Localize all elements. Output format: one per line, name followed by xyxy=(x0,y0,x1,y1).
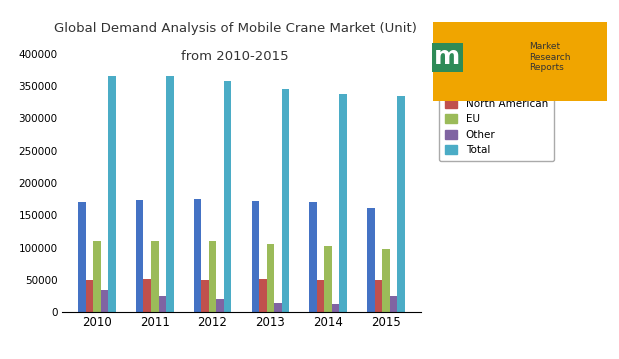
Bar xyxy=(367,208,374,312)
Bar xyxy=(151,241,158,312)
Bar xyxy=(339,94,347,312)
Text: Global Demand Analysis of Mobile Crane Market (Unit): Global Demand Analysis of Mobile Crane M… xyxy=(54,22,417,34)
Bar xyxy=(251,201,259,312)
Bar xyxy=(332,304,339,312)
Bar xyxy=(397,96,405,312)
Bar xyxy=(224,81,232,312)
Bar xyxy=(144,279,151,312)
Bar xyxy=(194,199,201,312)
Text: from 2010-2015: from 2010-2015 xyxy=(181,50,289,63)
Bar xyxy=(374,280,382,312)
Bar xyxy=(108,76,116,312)
Bar xyxy=(216,299,224,312)
Bar xyxy=(201,280,209,312)
Bar xyxy=(158,295,166,312)
Bar xyxy=(209,241,216,312)
Bar xyxy=(324,246,332,312)
Bar xyxy=(101,290,108,312)
Bar xyxy=(136,200,144,312)
Bar xyxy=(78,202,85,312)
Bar xyxy=(267,244,274,312)
Bar xyxy=(259,279,267,312)
Bar xyxy=(274,303,282,312)
Bar xyxy=(310,202,317,312)
Bar xyxy=(282,89,289,312)
Legend: Asia, North American, EU, Other, Total: Asia, North American, EU, Other, Total xyxy=(438,77,554,162)
Bar xyxy=(382,249,389,312)
Bar xyxy=(166,76,173,312)
Bar xyxy=(85,280,93,312)
Bar xyxy=(317,280,324,312)
Text: m: m xyxy=(434,45,461,69)
Bar xyxy=(389,296,397,312)
Text: MarketResearchReports.com: MarketResearchReports.com xyxy=(230,344,389,354)
Bar xyxy=(93,241,101,312)
Text: Market
Research
Reports: Market Research Reports xyxy=(529,42,570,72)
